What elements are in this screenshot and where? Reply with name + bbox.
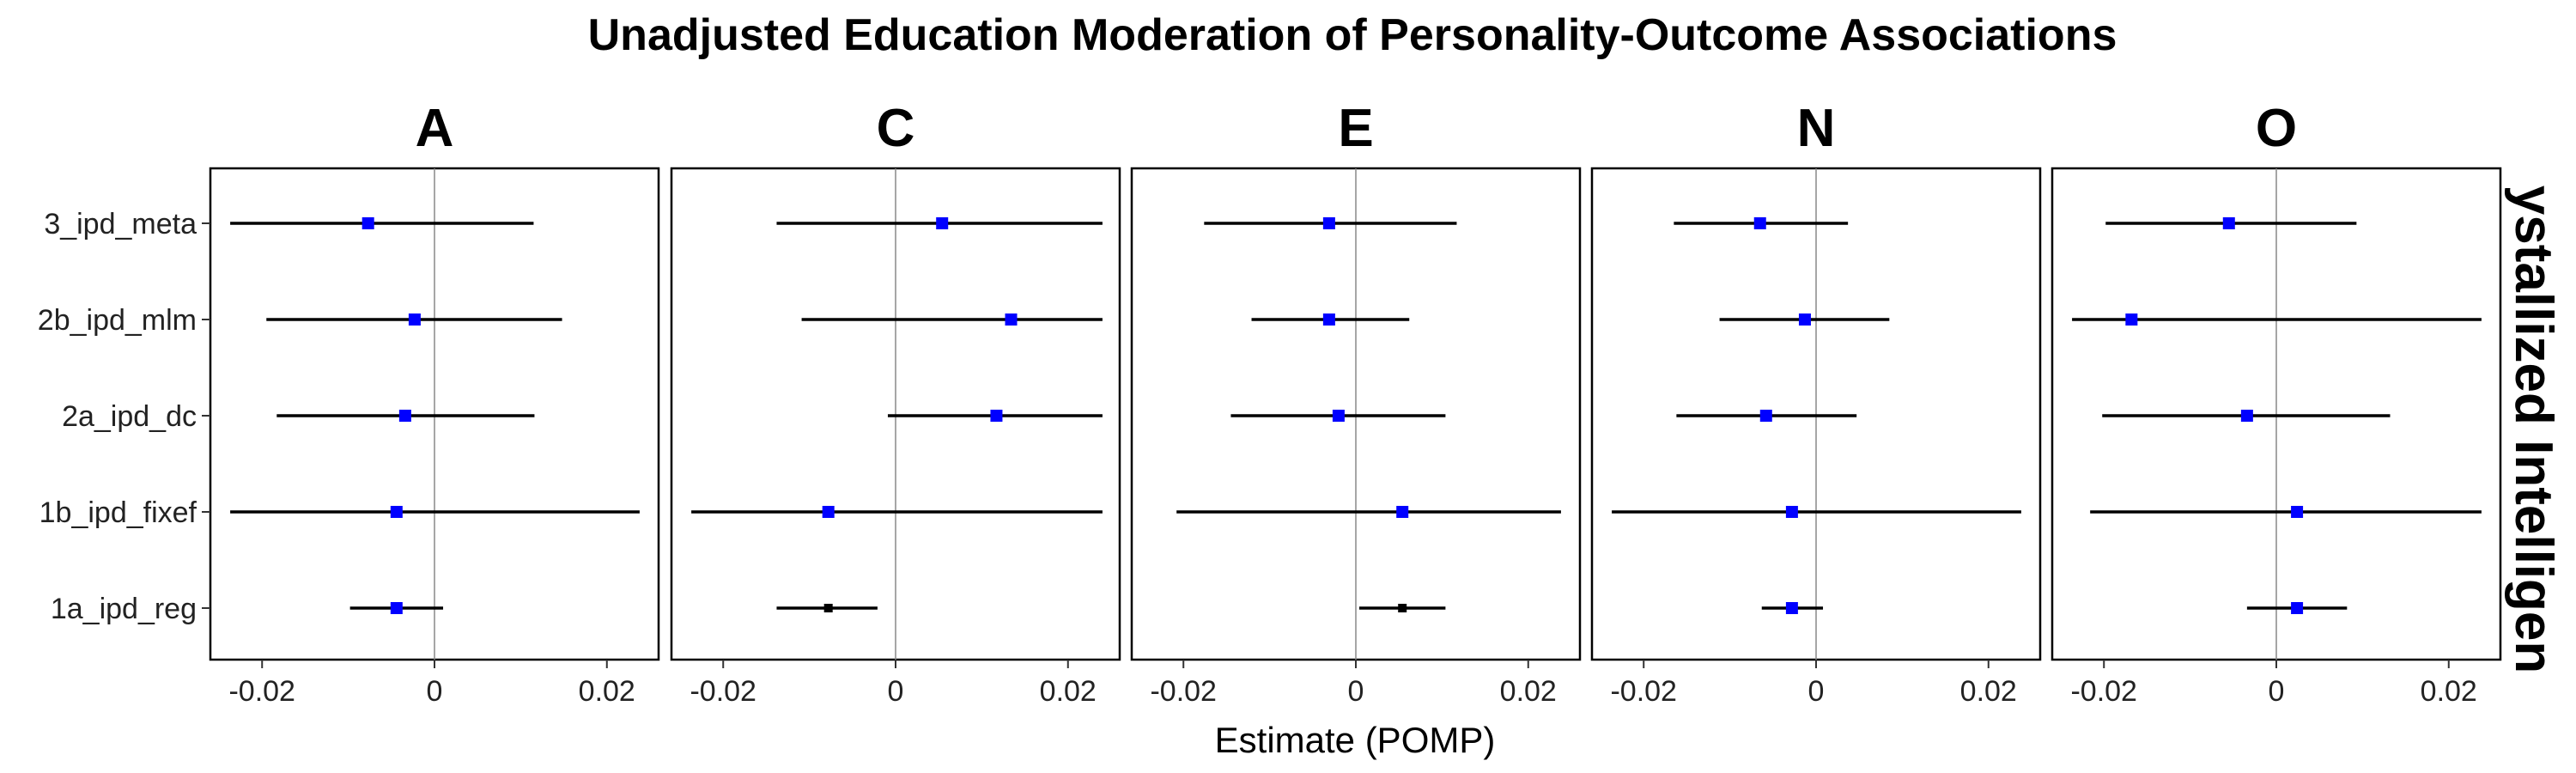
y-tick-label: 3_ipd_meta <box>44 208 197 240</box>
estimate-point-1b_ipd_fixef <box>1785 506 1798 518</box>
x-tick-label: 0.02 <box>2421 675 2477 708</box>
facet-panel-n: N -0.02 0 0.02 <box>1590 99 2042 708</box>
estimate-point-2b_ipd_mlm <box>408 313 421 326</box>
estimate-point-2a_ipd_dc <box>1332 410 1345 422</box>
estimate-point-2a_ipd_dc <box>398 410 411 422</box>
estimate-point-1a_ipd_reg <box>1785 602 1798 614</box>
estimate-point-2b_ipd_mlm <box>1798 313 1811 326</box>
x-tick-label: -0.02 <box>1610 675 1677 708</box>
x-tick-label: -0.02 <box>228 675 295 708</box>
x-tick-label: 0 <box>1348 675 1364 708</box>
estimate-point-2b_ipd_mlm <box>1322 313 1335 326</box>
y-tick-label: 2a_ipd_dc <box>62 400 197 433</box>
estimate-point-1b_ipd_fixef <box>1396 506 1409 518</box>
estimate-point-2a_ipd_dc <box>1759 410 1772 422</box>
x-tick-label: 0 <box>888 675 904 708</box>
estimate-point-1a_ipd_reg <box>390 602 403 614</box>
chart-title: Unadjusted Education Moderation of Perso… <box>588 10 2117 60</box>
x-tick-label: -0.02 <box>2070 675 2137 708</box>
facet-panel-o: O -0.02 0 0.02 <box>2050 99 2502 708</box>
facet-label: A <box>416 99 454 158</box>
x-tick-label: -0.02 <box>690 675 756 708</box>
x-tick-label: 0.02 <box>1040 675 1097 708</box>
x-tick-label: 0.02 <box>1960 675 2017 708</box>
x-tick-label: 0.02 <box>1500 675 1557 708</box>
y-tick-label: 2b_ipd_mlm <box>38 304 197 337</box>
estimate-point-1a_ipd_reg <box>1398 604 1407 612</box>
estimate-point-3_ipd_meta <box>1753 217 1766 229</box>
estimate-point-2b_ipd_mlm <box>2125 313 2138 326</box>
facet-label: C <box>877 99 915 158</box>
estimate-point-1b_ipd_fixef <box>390 506 403 518</box>
right-strip-label: ystallized Intelligen <box>2504 186 2563 673</box>
facet-panels: A -0.02 0 0.02 C -0.02 0 0.02 E -0.02 0 0.02 N -0.02 0… <box>209 99 2502 708</box>
facet-panel-a: A -0.02 0 0.02 <box>209 99 660 708</box>
x-tick-label: 0 <box>1808 675 1825 708</box>
estimate-point-3_ipd_meta <box>361 217 374 229</box>
estimate-point-2a_ipd_dc <box>990 410 1003 422</box>
x-tick-label: 0.02 <box>579 675 635 708</box>
y-axis: 3_ipd_meta 2b_ipd_mlm 2a_ipd_dc 1b_ipd_fixe… <box>38 208 210 625</box>
estimate-point-1b_ipd_fixef <box>2291 506 2304 518</box>
estimate-point-1b_ipd_fixef <box>822 506 835 518</box>
y-tick-label: 1a_ipd_reg <box>51 593 197 625</box>
facet-label: E <box>1338 99 1373 158</box>
estimate-point-2a_ipd_dc <box>2240 410 2253 422</box>
facet-label: N <box>1797 99 1836 158</box>
estimate-point-1a_ipd_reg <box>823 604 833 612</box>
x-tick-label: -0.02 <box>1150 675 1217 708</box>
facet-panel-c: C -0.02 0 0.02 <box>670 99 1121 708</box>
estimate-point-3_ipd_meta <box>1322 217 1335 229</box>
estimate-point-1a_ipd_reg <box>2291 602 2304 614</box>
y-tick-label: 1b_ipd_fixef <box>39 496 197 529</box>
facet-panel-e: E -0.02 0 0.02 <box>1130 99 1582 708</box>
facet-label: O <box>2256 99 2297 158</box>
x-tick-label: 0 <box>2269 675 2285 708</box>
estimate-point-3_ipd_meta <box>2222 217 2235 229</box>
x-axis-title: Estimate (POMP) <box>1215 720 1496 760</box>
x-tick-label: 0 <box>427 675 443 708</box>
estimate-point-2b_ipd_mlm <box>1005 313 1018 326</box>
estimate-point-3_ipd_meta <box>936 217 949 229</box>
